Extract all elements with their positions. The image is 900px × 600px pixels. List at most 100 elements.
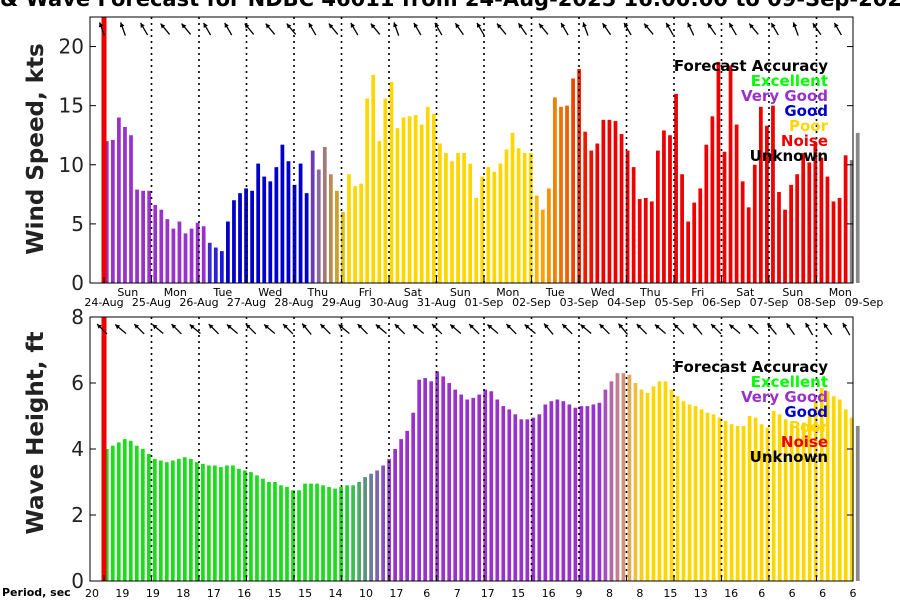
- wind-legend-item: Poor: [789, 117, 829, 135]
- wind-direction-arrowhead: [160, 23, 166, 29]
- wind-direction-arrowhead: [455, 23, 460, 29]
- wave-bar: [645, 392, 650, 581]
- wave-y-tick-label: 6: [71, 371, 84, 395]
- wave-direction-arrowhead: [469, 324, 474, 329]
- wind-bar: [534, 195, 539, 283]
- wave-bar: [345, 485, 349, 581]
- day-name-label: Sat: [404, 286, 423, 299]
- period-value-label: 15: [511, 587, 525, 600]
- wind-bar: [268, 181, 273, 283]
- period-value-label: 17: [207, 587, 221, 600]
- date-label: 06-Sep: [702, 296, 741, 309]
- wind-bar: [813, 142, 818, 283]
- wave-bar: [225, 465, 229, 581]
- wind-bar: [207, 242, 212, 283]
- wind-direction-arrowhead: [181, 23, 187, 29]
- day-name-label: Tue: [545, 286, 565, 299]
- wave-bar: [513, 414, 518, 581]
- wind-y-tick-label: 10: [59, 153, 84, 177]
- wave-direction-arrowhead: [506, 324, 512, 329]
- wind-direction-arrowhead: [771, 22, 776, 28]
- wind-y-tick-label: 5: [71, 212, 84, 236]
- wave-bar: [447, 383, 452, 581]
- wave-direction-arrowhead: [245, 324, 251, 329]
- wave-bar: [477, 394, 482, 581]
- wave-bar: [116, 442, 121, 581]
- wind-bar: [855, 132, 860, 283]
- day-name-label: Sun: [450, 286, 471, 299]
- wave-direction-arrowhead: [357, 324, 363, 329]
- wind-bar: [849, 160, 854, 283]
- wind-bar: [262, 176, 267, 283]
- wind-bar: [153, 204, 158, 283]
- wave-bar: [609, 381, 614, 581]
- wind-bar: [486, 167, 491, 283]
- wave-bar: [729, 424, 734, 581]
- wave-bar: [201, 463, 205, 581]
- wave-bar: [507, 409, 512, 581]
- wave-bar: [411, 412, 416, 581]
- wind-legend-item: Noise: [781, 132, 828, 150]
- wave-legend-item: Very Good: [741, 388, 828, 406]
- wind-bar: [649, 201, 654, 283]
- wind-bar: [765, 125, 769, 283]
- day-name-label: Mon: [496, 286, 519, 299]
- day-name-label: Fri: [359, 286, 372, 299]
- wave-direction-arrowhead: [152, 324, 158, 330]
- wave-bar: [183, 457, 187, 581]
- wave-bar: [255, 475, 259, 581]
- wave-bar: [699, 409, 704, 581]
- wind-bar: [510, 132, 515, 283]
- wind-direction-arrowhead: [265, 23, 271, 29]
- wave-direction-arrowhead: [654, 324, 660, 330]
- wind-legend-item: Very Good: [741, 87, 828, 105]
- wave-legend-item: Good: [784, 403, 828, 421]
- wave-bar: [273, 482, 277, 581]
- period-value-label: 8: [606, 587, 613, 600]
- wind-direction-arrowhead: [792, 22, 798, 28]
- wave-bar: [741, 425, 746, 581]
- wave-direction-arrowhead: [673, 324, 679, 329]
- wave-bar: [122, 439, 127, 581]
- wave-bar: [128, 440, 133, 581]
- wave-bar: [543, 404, 548, 581]
- wave-direction-arrowhead: [171, 324, 177, 329]
- wave-direction-arrowhead: [375, 324, 381, 330]
- wave-direction-arrowhead: [636, 324, 642, 329]
- chart-title: & Wave Forecast for NDBC 46011 from 24-A…: [0, 0, 900, 11]
- date-label: 30-Aug: [369, 296, 408, 309]
- wave-bar: [393, 449, 397, 581]
- wind-legend-item: Good: [784, 102, 828, 120]
- wind-direction-arrowhead: [119, 22, 125, 28]
- wave-now-marker: [101, 317, 107, 581]
- wind-bar: [668, 135, 672, 283]
- period-value-label: 17: [481, 587, 495, 600]
- wind-bar: [746, 207, 751, 283]
- wave-bar: [783, 419, 788, 581]
- wind-bar: [219, 251, 224, 283]
- wind-now-marker: [101, 17, 107, 283]
- wind-bar: [801, 152, 806, 283]
- period-value-label: 20: [85, 587, 99, 600]
- wave-bar: [267, 482, 271, 581]
- wind-legend-title: Forecast Accuracy: [674, 57, 828, 75]
- wind-bar: [819, 157, 824, 283]
- wind-bar: [104, 141, 109, 283]
- wave-direction-arrowhead: [805, 322, 810, 328]
- wind-bar: [589, 150, 594, 283]
- wind-bar: [456, 152, 460, 283]
- wave-bar: [765, 427, 770, 581]
- wave-bar: [627, 374, 632, 581]
- wind-direction-arrowhead: [644, 23, 649, 29]
- wind-bar: [704, 144, 709, 283]
- wind-bar: [165, 219, 170, 283]
- wind-direction-arrowhead: [582, 22, 587, 28]
- wave-direction-arrowhead: [338, 324, 344, 330]
- wave-legend-item: Noise: [781, 433, 828, 451]
- wind-bar: [807, 162, 812, 283]
- period-value-label: 6: [789, 587, 796, 600]
- wind-bar: [401, 117, 406, 284]
- wind-bar: [341, 212, 345, 283]
- wind-bar: [528, 152, 533, 283]
- day-name-label: Wed: [591, 286, 615, 299]
